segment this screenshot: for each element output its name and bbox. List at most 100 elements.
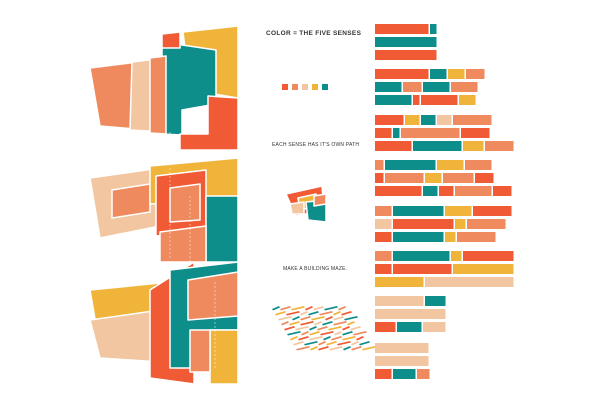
building-block-6 (161, 31, 181, 49)
strip-segment-52 (326, 341, 337, 346)
plan-cell-8 (375, 82, 402, 92)
strip-segment-18 (325, 316, 333, 321)
strip-segment-38 (320, 331, 334, 336)
plan-cell-37 (475, 173, 494, 183)
strip-segment-20 (344, 316, 358, 321)
strip-segment-24 (314, 321, 322, 326)
strip-segment-35 (287, 331, 301, 336)
plan-cell-17 (405, 115, 420, 125)
strip-segment-6 (338, 306, 346, 311)
plan-cell-24 (461, 128, 490, 138)
strip-segment-49 (293, 341, 304, 346)
strip-segment-32 (328, 326, 342, 331)
sense-path-diagram (285, 185, 327, 223)
plan-cell-21 (375, 128, 392, 138)
plan-cell-46 (473, 206, 512, 216)
building-block-12 (205, 195, 239, 263)
plan-cell-27 (463, 141, 484, 151)
plan-cell-49 (455, 219, 466, 229)
maze-caption: MAKE A BUILDING MAZE. (283, 266, 348, 272)
strip-segment-54 (351, 341, 359, 346)
strip-segment-31 (317, 326, 328, 331)
plan-cell-22 (393, 128, 400, 138)
plan-cell-36 (443, 173, 474, 183)
plan-cell-10 (423, 82, 450, 92)
plan-cell-14 (421, 95, 458, 105)
strip-segment-1 (280, 306, 291, 311)
plan-cell-62 (375, 277, 424, 287)
plan-cell-61 (453, 264, 514, 274)
plan-cell-55 (375, 251, 392, 261)
diagram-title: COLOR = THE FIVE SENSES (266, 30, 362, 37)
strip-segment-3 (305, 306, 313, 311)
strip-segment-57 (310, 346, 318, 351)
plan-cell-54 (457, 232, 496, 242)
plan-cell-13 (413, 95, 420, 105)
building-block-18 (187, 271, 239, 321)
strip-segment-56 (296, 346, 310, 351)
plan-cell-32 (465, 160, 492, 170)
plan-cell-48 (393, 219, 454, 229)
strip-segment-48 (356, 336, 364, 341)
plan-cell-6 (448, 69, 465, 79)
plan-cell-26 (413, 141, 462, 151)
path-block-4 (313, 193, 327, 207)
plan-cell-1 (430, 24, 437, 34)
path-caption: EACH SENSE HAS IT'S OWN PATH (272, 142, 360, 148)
strip-segment-27 (347, 321, 355, 326)
strip-segment-61 (351, 346, 362, 351)
strip-segment-34 (350, 326, 361, 331)
plan-cell-16 (375, 115, 404, 125)
strip-segment-23 (300, 321, 314, 326)
strip-segment-41 (353, 331, 367, 336)
strip-segment-9 (300, 311, 308, 316)
building-section-drawing (89, 25, 239, 385)
strip-segment-22 (289, 321, 300, 326)
plan-cell-58 (463, 251, 514, 261)
plan-cell-64 (375, 296, 424, 306)
plan-cell-74 (417, 369, 430, 379)
strip-segment-10 (308, 311, 319, 316)
strip-segment-29 (295, 326, 309, 331)
plan-cell-47 (375, 219, 392, 229)
plan-cell-31 (437, 160, 464, 170)
plan-cell-0 (375, 24, 429, 34)
building-block-20 (189, 329, 211, 373)
strip-segment-0 (272, 306, 280, 311)
building-block-5 (179, 95, 239, 151)
plan-cell-11 (451, 82, 478, 92)
plan-cell-73 (393, 369, 416, 379)
plan-cell-30 (385, 160, 436, 170)
plan-cell-45 (445, 206, 472, 216)
strip-segment-2 (291, 306, 305, 311)
strip-segment-37 (309, 331, 320, 336)
plan-cell-23 (401, 128, 460, 138)
strip-segment-46 (331, 336, 342, 341)
strip-segment-8 (286, 311, 300, 316)
floor-plan-strips (375, 24, 514, 379)
plan-cell-71 (375, 356, 429, 366)
legend-swatch-gold (312, 84, 318, 90)
plan-cell-2 (375, 37, 437, 47)
building-block-11 (169, 183, 201, 223)
strip-segment-51 (318, 341, 326, 346)
strip-segment-21 (281, 321, 289, 326)
plan-cell-18 (421, 115, 436, 125)
strip-segment-25 (322, 321, 333, 326)
legend-swatch-salmon (292, 84, 298, 90)
plan-cell-51 (375, 232, 392, 242)
strip-segment-50 (304, 341, 318, 346)
plan-cell-35 (425, 173, 442, 183)
building-block-8 (111, 183, 151, 219)
plan-cell-28 (485, 141, 514, 151)
strip-segment-59 (329, 346, 343, 351)
strip-segment-11 (319, 311, 333, 316)
color-legend (282, 84, 328, 90)
plan-cell-50 (467, 219, 506, 229)
plan-cell-70 (375, 343, 429, 353)
plan-cell-56 (393, 251, 450, 261)
plan-cell-39 (423, 186, 438, 196)
plan-cell-29 (375, 160, 384, 170)
plan-cell-5 (430, 69, 447, 79)
